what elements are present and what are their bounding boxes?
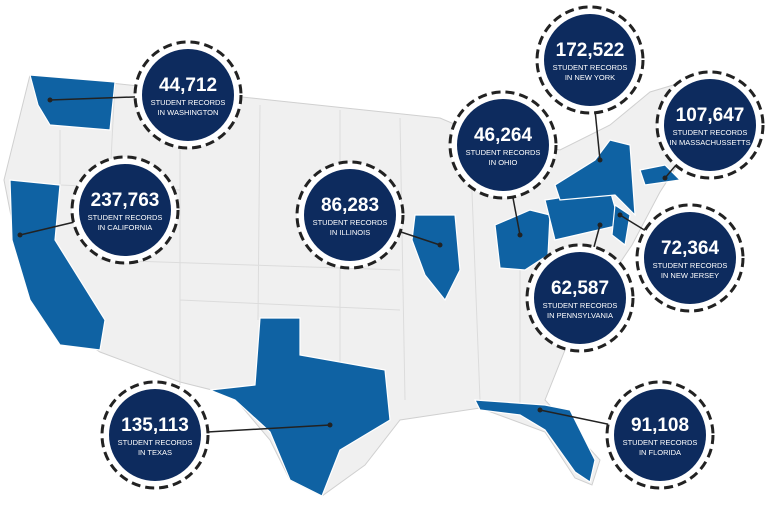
callout-value: 62,587 — [551, 278, 609, 299]
callout-value: 72,364 — [661, 238, 720, 259]
state-washington — [29, 74, 116, 131]
callout-label: IN NEW YORK — [565, 73, 615, 82]
state-new-york — [554, 139, 636, 217]
dot — [537, 407, 543, 413]
callout-label: IN WASHINGTON — [158, 108, 219, 117]
callout-value: 44,712 — [159, 75, 217, 96]
state-florida — [473, 399, 596, 483]
callout-disc — [109, 389, 201, 481]
callout-disc — [142, 49, 234, 141]
callout-label: STUDENT RECORDS — [151, 98, 226, 107]
callout-label: IN FLORIDA — [639, 448, 681, 457]
callout-label: STUDENT RECORDS — [88, 213, 163, 222]
callout-disc — [614, 389, 706, 481]
dot — [47, 97, 53, 103]
callout-value: 46,264 — [474, 125, 533, 146]
dot — [327, 422, 333, 428]
state-massachusetts — [639, 164, 682, 186]
callout-value: 107,647 — [676, 105, 745, 126]
callout-label: STUDENT RECORDS — [543, 301, 618, 310]
callout-label: STUDENT RECORDS — [553, 63, 628, 72]
callout-disc — [534, 252, 626, 344]
dot — [597, 157, 603, 163]
dot — [662, 175, 668, 181]
callout-value: 135,113 — [121, 415, 189, 436]
dot — [437, 242, 443, 248]
state-texas — [209, 317, 391, 497]
callout-label: IN OHIO — [489, 158, 518, 167]
callout-label: STUDENT RECORDS — [623, 438, 698, 447]
callout-label: IN PENNSYLVANIA — [547, 311, 613, 320]
dot — [597, 222, 603, 228]
callout-label: STUDENT RECORDS — [653, 261, 728, 270]
dot — [617, 212, 623, 218]
callout-disc — [644, 212, 736, 304]
callout-disc — [544, 14, 636, 106]
state-california — [9, 179, 106, 351]
callout-label: STUDENT RECORDS — [313, 218, 388, 227]
callout-value: 172,522 — [556, 40, 625, 61]
callout-label: IN MASSACHUSSETTS — [669, 138, 750, 147]
state-illinois — [411, 214, 461, 302]
callout-label: IN NEW JERSEY — [661, 271, 719, 280]
state-new-jersey — [611, 203, 631, 247]
callout-label: IN CALIFORNIA — [98, 223, 153, 232]
callout-disc — [79, 164, 171, 256]
callout-value: 91,108 — [631, 415, 689, 436]
dot — [517, 232, 523, 238]
callout-disc — [457, 99, 549, 191]
callout-label: IN TEXAS — [138, 448, 172, 457]
callout-label: STUDENT RECORDS — [673, 128, 748, 137]
callout-label: STUDENT RECORDS — [118, 438, 193, 447]
callout-label: STUDENT RECORDS — [466, 148, 541, 157]
callout-disc — [304, 169, 396, 261]
callout-value: 86,283 — [321, 195, 379, 216]
callout-label: IN ILLINOIS — [330, 228, 370, 237]
dot — [17, 232, 23, 238]
callout-disc — [664, 79, 756, 171]
callout-value: 237,763 — [91, 190, 160, 211]
